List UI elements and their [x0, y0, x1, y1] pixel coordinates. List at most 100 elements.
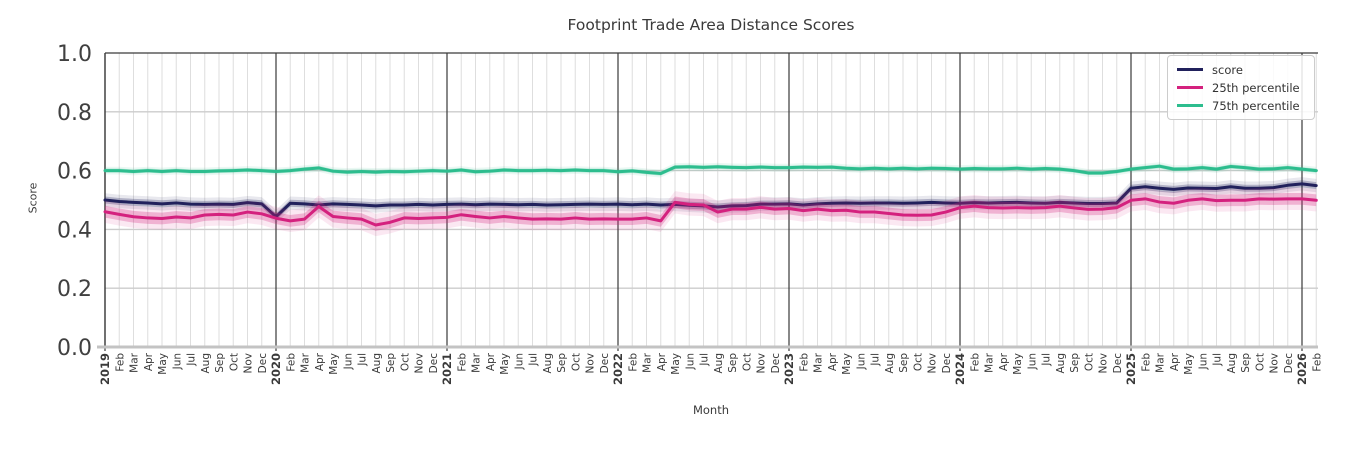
x-tick-label: Sep [1240, 353, 1252, 373]
x-tick-label: Apr [314, 352, 326, 371]
series-line [103, 182, 1318, 219]
x-tick-label: May [1012, 353, 1024, 375]
x-tick-label: Feb [456, 353, 468, 372]
x-tick-label: Jul [528, 353, 540, 367]
x-tick-label: Oct [912, 353, 924, 371]
x-tick-label: 2025 [1124, 353, 1138, 385]
x-tick-label: Dec [599, 353, 611, 374]
confidence-band-outer [105, 187, 1317, 237]
legend-label-score: score [1212, 62, 1243, 77]
x-tick-label: Sep [214, 353, 226, 373]
y-tick-label: 1.0 [57, 42, 92, 67]
x-tick-label: Mar [1155, 352, 1167, 372]
x-tick-label: Aug [371, 353, 383, 374]
y-tick-label: 0.8 [57, 101, 92, 126]
x-tick-label: Jul [870, 353, 882, 367]
x-tick-label: Dec [770, 353, 782, 374]
x-tick-label: Jun [855, 353, 867, 370]
series-line [103, 164, 1318, 176]
x-tick-label: May [1183, 353, 1195, 375]
legend: score 25th percentile 75th percentile [1167, 55, 1315, 120]
legend-line-swatch-75th-percentile [1177, 104, 1203, 107]
x-tick-label: May [157, 353, 169, 375]
x-tick-label: Feb [627, 353, 639, 372]
x-tick-label: May [670, 353, 682, 375]
x-tick-label: Feb [798, 353, 810, 372]
x-tick-label: Mar [813, 352, 825, 372]
y-tick-label: 0.2 [57, 277, 92, 302]
y-tick-label: 0.6 [57, 160, 92, 185]
x-tick-label: 2024 [953, 353, 967, 385]
legend-label-25th-percentile: 25th percentile [1212, 80, 1300, 95]
y-axis-label: Score [26, 182, 40, 214]
x-tick-label: 2026 [1295, 353, 1309, 385]
confidence-band [105, 192, 1317, 231]
x-tick-label: Apr [143, 352, 155, 371]
x-tick-label: Oct [1254, 353, 1266, 371]
x-tick-label: Jun [1026, 353, 1038, 370]
x-tick-label: May [328, 353, 340, 375]
month-gridlines [118, 53, 1317, 347]
legend-line-swatch-score [1177, 68, 1203, 71]
x-tick-label: 2020 [269, 353, 283, 385]
x-tick-label: Nov [927, 353, 939, 374]
x-tick-label: Oct [1083, 353, 1095, 371]
x-axis-label: Month [692, 403, 730, 417]
legend-item-75th-percentile: 75th percentile [1177, 98, 1304, 113]
x-tick-label: Jul [1041, 353, 1053, 367]
confidence-band-outer [105, 162, 1317, 178]
x-tick-label: Oct [741, 353, 753, 371]
x-tick-label: 2023 [782, 353, 796, 385]
y-tick-labels: 0.0 0.2 0.4 0.6 0.8 1.0 [57, 42, 92, 361]
x-tick-label: Jul [186, 353, 198, 367]
x-tick-label: Dec [257, 353, 269, 374]
legend-item-25th-percentile: 25th percentile [1177, 80, 1304, 95]
x-tick-label: Dec [428, 353, 440, 374]
x-tick-label: Mar [129, 352, 141, 372]
x-tick-label: Apr [998, 352, 1010, 371]
x-tick-label: Jul [699, 353, 711, 367]
x-tick-labels: 2019 Feb Mar Apr May Jun Jul Aug Sep Oct Nov Dec 202… [98, 352, 1323, 385]
x-tick-label: 2022 [611, 353, 625, 385]
x-tick-label: 2019 [98, 353, 112, 385]
x-tick-label: Aug [713, 353, 725, 374]
x-tick-label: Sep [898, 353, 910, 373]
x-tick-label: Feb [1311, 353, 1323, 372]
confidence-band-outer [105, 177, 1317, 224]
x-tick-label: Sep [727, 353, 739, 373]
x-tick-label: May [499, 353, 511, 375]
x-tick-label: May [841, 353, 853, 375]
x-tick-label: Apr [485, 352, 497, 371]
x-tick-label: Oct [570, 353, 582, 371]
x-tick-label: Apr [827, 352, 839, 371]
x-tick-label: Nov [756, 353, 768, 374]
x-tick-label: Feb [285, 353, 297, 372]
x-tick-label: Aug [884, 353, 896, 374]
legend-label-75th-percentile: 75th percentile [1212, 98, 1300, 113]
x-tick-label: Apr [656, 352, 668, 371]
y-tick-label: 0.4 [57, 218, 92, 243]
x-tick-label: Jul [1212, 353, 1224, 367]
series-25th-percentile [103, 187, 1318, 237]
x-tick-label: Mar [984, 352, 996, 372]
x-tick-label: Nov [1098, 353, 1110, 374]
x-tick-label: Oct [228, 353, 240, 371]
x-tick-label: Dec [941, 353, 953, 374]
x-tick-label: Jun [171, 353, 183, 370]
x-tick-label: Jun [684, 353, 696, 370]
x-tick-label: Mar [471, 352, 483, 372]
y-tick-label: 0.0 [57, 336, 92, 361]
x-tick-label: Dec [1112, 353, 1124, 374]
x-tick-label: Feb [969, 353, 981, 372]
x-tick-label: Sep [1069, 353, 1081, 373]
x-tick-label: Aug [542, 353, 554, 374]
x-tick-label: 2021 [440, 353, 454, 385]
series-line [103, 197, 1318, 227]
x-tick-label: Nov [585, 353, 597, 374]
x-tick-label: Nov [243, 353, 255, 374]
x-tick-label: Feb [114, 353, 126, 372]
x-tick-label: Sep [385, 353, 397, 373]
x-tick-label: Oct [399, 353, 411, 371]
x-tick-label: Aug [200, 353, 212, 374]
